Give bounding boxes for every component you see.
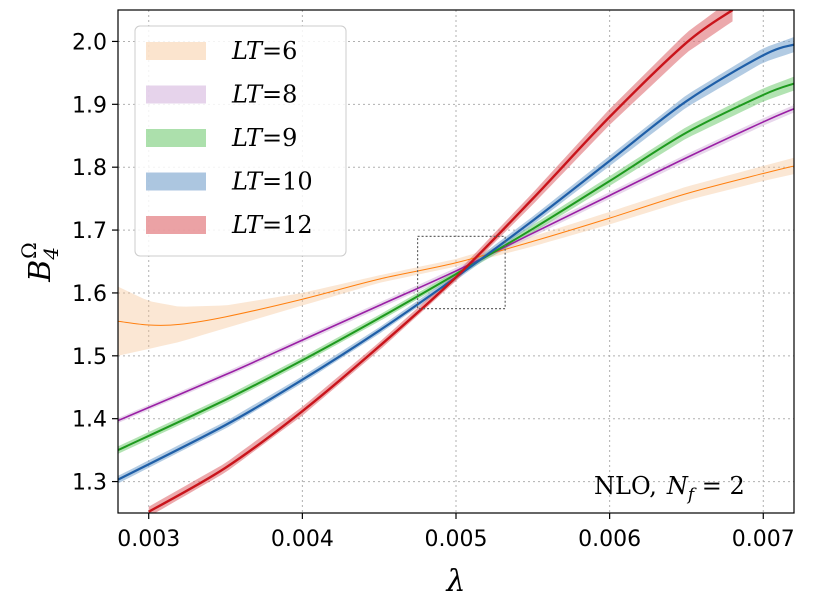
x-axis-ticks: 0.003 0.004 0.005 0.006 0.007 [117,513,795,552]
svg-text:B4Ω: B4Ω [17,242,63,282]
legend-label-lhs-0: LT [231,37,264,65]
y-tick-label-4: 1.7 [72,219,107,244]
legend-label-rhs-4: 12 [282,211,313,239]
legend-label-eq-2: = [262,124,282,152]
series-lines [118,10,794,513]
y-tick-label-6: 1.9 [72,93,107,118]
legend-swatch-3 [146,172,206,191]
y-axis-label-main: B [23,260,58,283]
annotation-prefix: NLO, [594,472,657,500]
annotation: NLO, Nf = 2 [594,472,745,505]
x-tick-label-0: 0.003 [117,527,180,552]
y-tick-label-5: 1.8 [72,156,107,181]
x-tick-label-4: 0.007 [732,527,795,552]
legend-swatch-0 [146,42,206,60]
line-series-0 [118,165,794,326]
legend-label-2: LT=9 [231,124,297,152]
legend-swatch-2 [146,129,206,147]
line-series-3 [118,43,794,481]
legend-label-3: LT=10 [231,168,313,196]
legend-label-lhs-1: LT [231,81,264,109]
y-tick-label-7: 2.0 [72,30,107,55]
legend-label-rhs-3: 10 [282,168,313,196]
legend-label-rhs-2: 9 [282,124,297,152]
y-tick-label-3: 1.6 [72,282,107,307]
x-tick-label-1: 0.004 [271,527,334,552]
legend-frame [134,25,347,257]
legend-label-lhs-2: LT [231,124,264,152]
y-axis-label-sub: 4 [39,247,63,261]
legend-label-rhs-0: 6 [282,37,297,65]
legend-label-rhs-1: 8 [282,81,297,109]
legend-swatch-1 [146,85,206,104]
y-axis-label: B4Ω [17,242,63,282]
annotation-eq: = 2 [694,472,745,500]
legend-label-0: LT=6 [231,37,297,65]
legend-label-1: LT=8 [231,81,297,109]
x-tick-label-2: 0.005 [425,527,488,552]
line-series-4 [148,10,734,513]
annotation-sub: f [686,485,697,505]
y-axis-label-sup: Ω [17,242,41,259]
x-axis-label: λ [445,564,465,599]
legend-label-eq-1: = [262,81,282,109]
band-series-0 [118,157,794,356]
y-axis-ticks: 1.3 1.4 1.5 1.6 1.7 1.8 1.9 2.0 [72,30,118,496]
legend-swatch-4 [146,216,206,234]
legend-label-eq-0: = [262,37,282,65]
x-tick-label-3: 0.006 [578,527,641,552]
band-series-4 [148,10,733,513]
y-tick-label-0: 1.3 [72,471,107,496]
legend-label-eq-3: = [262,168,282,196]
legend-label-4: LT=12 [231,211,313,239]
y-tick-label-2: 1.5 [72,345,107,370]
legend-label-eq-4: = [262,211,282,239]
legend-label-lhs-3: LT [231,168,264,196]
y-tick-label-1: 1.4 [72,408,107,433]
annotation-var: N [666,472,689,500]
legend-label-lhs-4: LT [231,211,264,239]
grid [118,10,794,513]
